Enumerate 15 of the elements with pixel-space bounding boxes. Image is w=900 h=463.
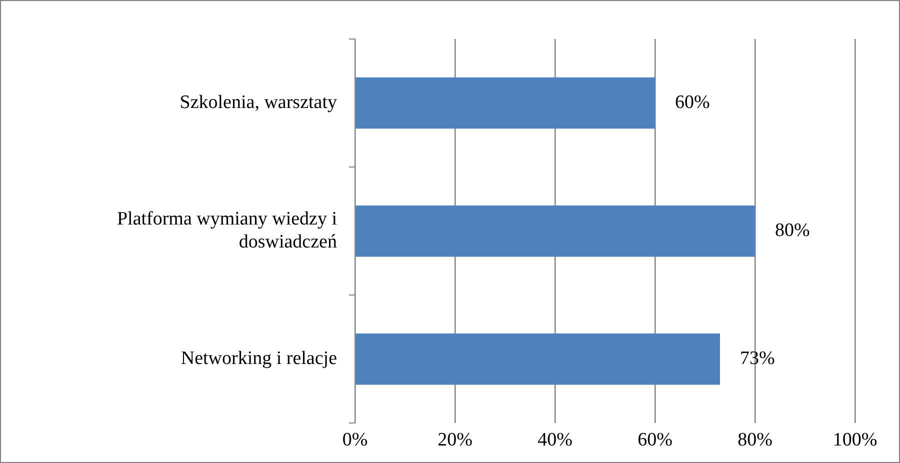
x-tick-label: 60% <box>638 430 673 451</box>
data-label: 80% <box>775 220 810 242</box>
y-tick-label: Networking i relacje <box>180 348 337 370</box>
data-label: 73% <box>740 348 775 370</box>
x-tick-label: 100% <box>832 430 878 451</box>
bar <box>356 77 655 129</box>
y-tick-label: Szkolenia, warsztaty <box>180 92 338 114</box>
x-tick-label: 0% <box>342 430 368 451</box>
x-tick-label: 20% <box>438 430 473 451</box>
data-label: 60% <box>675 92 710 114</box>
bar <box>356 334 720 385</box>
y-tick-label: Platforma wymiany wiedzy i doswiadczeń <box>116 208 338 252</box>
x-tick-label: 40% <box>538 430 573 451</box>
x-tick-label: 80% <box>738 430 773 451</box>
bar <box>356 205 755 257</box>
